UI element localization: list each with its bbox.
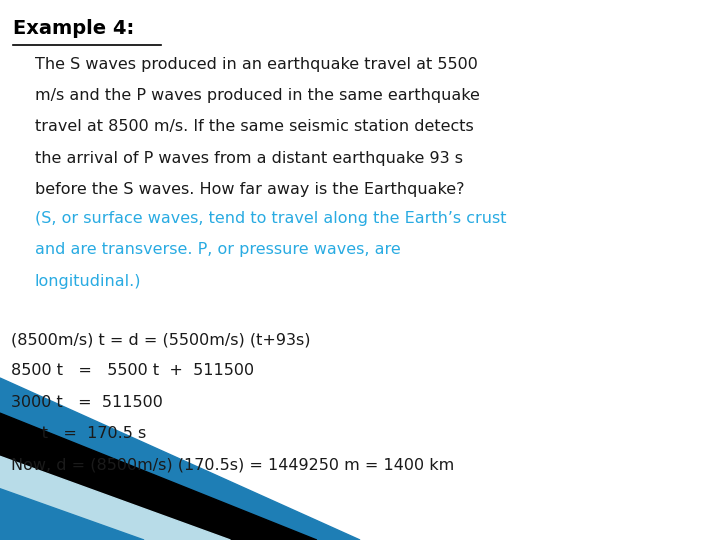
Text: before the S waves. How far away is the Earthquake?: before the S waves. How far away is the …	[35, 182, 464, 197]
Text: longitudinal.): longitudinal.)	[35, 274, 141, 289]
Text: (S, or surface waves, tend to travel along the Earth’s crust: (S, or surface waves, tend to travel alo…	[35, 211, 506, 226]
Text: the arrival of P waves from a distant earthquake 93 s: the arrival of P waves from a distant ea…	[35, 151, 462, 166]
Text: The S waves produced in an earthquake travel at 5500: The S waves produced in an earthquake tr…	[35, 57, 477, 72]
Text: Example 4:: Example 4:	[13, 19, 134, 38]
Polygon shape	[0, 489, 144, 540]
Polygon shape	[0, 413, 317, 540]
Polygon shape	[0, 378, 360, 540]
Text: travel at 8500 m/s. If the same seismic station detects: travel at 8500 m/s. If the same seismic …	[35, 119, 473, 134]
Text: 3000 t   =  511500: 3000 t = 511500	[11, 395, 163, 410]
Text: m/s and the P waves produced in the same earthquake: m/s and the P waves produced in the same…	[35, 88, 480, 103]
Text: and are transverse. P, or pressure waves, are: and are transverse. P, or pressure waves…	[35, 242, 400, 258]
Text: 8500 t   =   5500 t  +  511500: 8500 t = 5500 t + 511500	[11, 363, 254, 379]
Text: t   =  170.5 s: t = 170.5 s	[11, 426, 146, 441]
Text: Now, d = (8500m/s) (170.5s) = 1449250 m = 1400 km: Now, d = (8500m/s) (170.5s) = 1449250 m …	[11, 457, 454, 472]
Text: (8500m/s) t = d = (5500m/s) (t+93s): (8500m/s) t = d = (5500m/s) (t+93s)	[11, 332, 310, 347]
Polygon shape	[0, 456, 230, 540]
